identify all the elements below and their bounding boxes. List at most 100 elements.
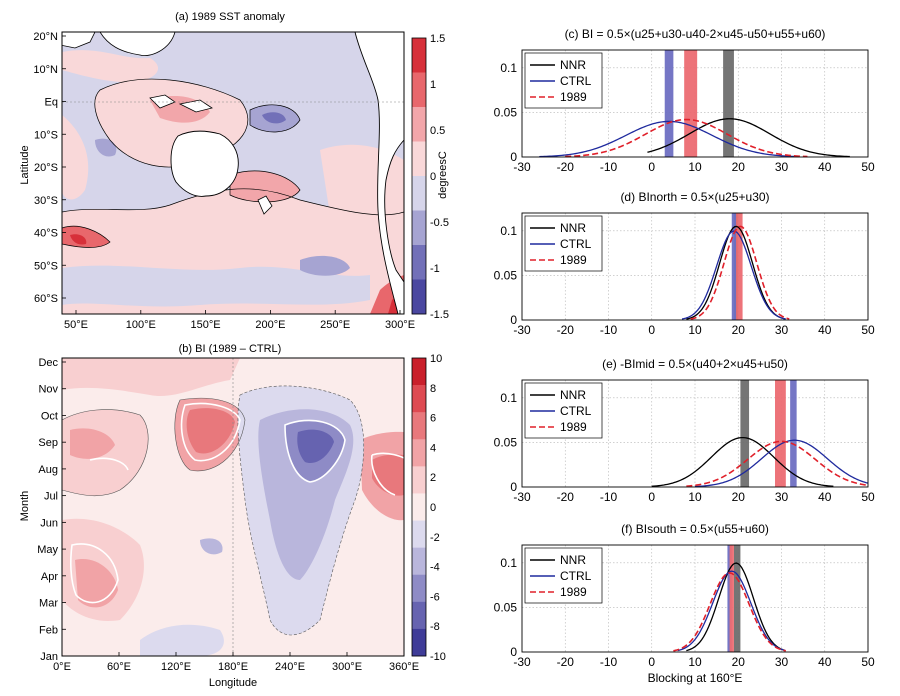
panel-a-colorbar-swatch [412, 210, 426, 246]
panel-b-colorbar-tick: 2 [430, 472, 436, 484]
panel-e-mean-bar-ctrl [790, 380, 797, 487]
panel-a-xtick-label: 200°E [255, 319, 285, 331]
panel-b-colorbar-tick: 4 [430, 442, 436, 454]
panel-b-colorbar-swatch [412, 493, 426, 521]
panel-c-ytick-label: 0.1 [500, 61, 517, 75]
panel-e-curve-ctrl [694, 439, 869, 488]
panel-a-ytick-label: 60°S [34, 293, 58, 305]
panel-b-ytick-label: Jul [44, 491, 58, 503]
panel-a-title: (a) 1989 SST anomaly [175, 11, 285, 23]
panel-a-ylabel: Latitude [19, 145, 31, 184]
panel-c-curve-1989 [565, 118, 808, 158]
panel-d-xtick-label: -20 [557, 323, 575, 337]
panel-a-colorbar-tick: 0.5 [430, 125, 445, 137]
panel-a-xtick-label: 250°E [320, 319, 350, 331]
panel-b-colorbar-swatch [412, 412, 426, 440]
legend-label-ctrl: CTRL [560, 404, 592, 418]
panel-f-curve-ctrl [677, 570, 786, 652]
panel-e-curve-nnr [651, 436, 834, 487]
panel-b-xtick-label: 180°E [218, 661, 248, 673]
panel-f-curve-1989 [673, 572, 786, 652]
panel-b-colorbar-tick: -10 [430, 651, 446, 663]
panel-d-xtick-label: -10 [600, 323, 618, 337]
panel-b-ytick-label: Nov [38, 384, 58, 396]
panel-a-colorbar-tick: -1 [430, 263, 440, 275]
panel-a-colorbar-swatch [412, 38, 426, 73]
panel-e-ytick-label: 0.1 [500, 391, 517, 405]
panel-b-colorbar: 10 8 6 4 2 0 -2 -4 -6 -8 -10 [411, 353, 446, 663]
legend-label-1989: 1989 [560, 253, 587, 267]
legend-label-1989: 1989 [560, 585, 587, 599]
panel-f-xtick-label: -30 [513, 655, 531, 669]
panel-a-colorbar-swatch [412, 141, 426, 177]
panel-c-title: (c) BI = 0.5×(u25+u30-u40-2×u45-u50+u55+… [565, 27, 826, 41]
panel-c-xtick-label: 30 [775, 160, 789, 174]
panel-d-mean-bar-ctrl [731, 213, 737, 320]
panel-c-frame [521, 49, 869, 158]
panel-c-legend: NNR CTRL 1989 [524, 52, 603, 109]
panel-c-xtick-label: -10 [600, 160, 618, 174]
panel-a-ytick-label: 20°N [33, 31, 58, 43]
panel-f-legend: NNR CTRL 1989 [524, 547, 603, 604]
panel-f-xtick-label: 50 [861, 655, 875, 669]
panel-a-colorbar-swatch [412, 72, 426, 108]
panel-e-xtick-label: 20 [732, 490, 746, 504]
panel-b-ytick-label: Mar [39, 598, 58, 610]
panel-b-xtick-label: 120°E [161, 661, 191, 673]
panel-a-field [62, 32, 404, 314]
panel-b-xtick-label: 0°E [53, 661, 71, 673]
legend-label-nnr: NNR [560, 553, 586, 567]
panel-a-colorbar-tick: 1.5 [430, 33, 445, 45]
panel-b-x-ticks: 0°E 60°E 120°E 180°E 240°E 300°E 360°E [53, 652, 419, 673]
panel-f-xtick-label: 20 [732, 655, 746, 669]
panel-b-ytick-label: Dec [38, 357, 58, 369]
panel-b-title: (b) BI (1989 – CTRL) [179, 343, 282, 355]
panel-f-frame [521, 544, 869, 653]
panel-e-mean-bar-1989 [775, 380, 786, 487]
panel-e-xtick-label: -10 [600, 490, 618, 504]
land-asia-west [62, 32, 96, 49]
panel-b-colorbar-tick: 10 [430, 353, 442, 365]
legend-label-nnr: NNR [560, 388, 586, 402]
panel-b-field [62, 358, 404, 656]
panel-e-xtick-label: 0 [648, 490, 655, 504]
panel-b-colorbar-swatch [412, 439, 426, 467]
panel-d-xtick-label: 30 [775, 323, 789, 337]
panel-a-ytick-label: 20°S [34, 162, 58, 174]
legend-label-1989: 1989 [560, 90, 587, 104]
panel-c-curve-nnr [647, 118, 850, 158]
panel-a-colorbar-swatch [412, 245, 426, 280]
panel-c-mean-bar-nnr [723, 50, 734, 157]
panel-e-frame [521, 379, 869, 488]
panel-b-ytick-label: May [37, 544, 58, 556]
panel-d-curve-1989 [690, 225, 790, 320]
panel-a-ytick-label: 40°S [34, 228, 58, 240]
legend-label-nnr: NNR [560, 221, 586, 235]
panel-b-xlabel: Longitude [209, 677, 257, 689]
legend-label-1989: 1989 [560, 420, 587, 434]
panel-a-xtick-label: 150°E [191, 319, 221, 331]
panel-a-colorbar: 1.5 1 0.5 0 -0.5 -1 -1.5 [411, 33, 449, 321]
panel-b-y-ticks: Dec Nov Oct Sep Aug Jul Jun May Apr Mar Feb Jan [37, 357, 66, 663]
panel-c-ytick-label: 0 [510, 150, 517, 164]
panel-d-xtick-label: 20 [732, 323, 746, 337]
panel-a-xtick-label: 300°E [385, 319, 415, 331]
panel-b-xtick-label: 360°E [389, 661, 419, 673]
panel-f-mean-bar-nnr [733, 545, 741, 652]
panel-d-ytick-label: 0.05 [494, 268, 518, 282]
panel-c-xtick-label: -30 [513, 160, 531, 174]
panel-a-xtick-label: 50°E [64, 319, 88, 331]
panel-b-hovmoller: (b) BI (1989 – CTRL) Month Longitude [19, 343, 446, 689]
panel-f-xtick-label: 10 [688, 655, 702, 669]
panel-e-title: (e) -BImid = 0.5×(u40+2×u45+u50) [602, 357, 788, 371]
panel-b-xtick-label: 240°E [275, 661, 305, 673]
panel-c-xtick-label: 40 [818, 160, 832, 174]
panel-a-xtick-label: 100°E [126, 319, 156, 331]
panel-d-curve-nnr [686, 225, 786, 320]
panel-f-ytick-label: 0.1 [500, 556, 517, 570]
panel-a-colorbar-tick: 0 [430, 171, 436, 183]
legend-label-ctrl: CTRL [560, 237, 592, 251]
panel-b-colorbar-swatch [412, 547, 426, 576]
land-america [354, 32, 404, 314]
